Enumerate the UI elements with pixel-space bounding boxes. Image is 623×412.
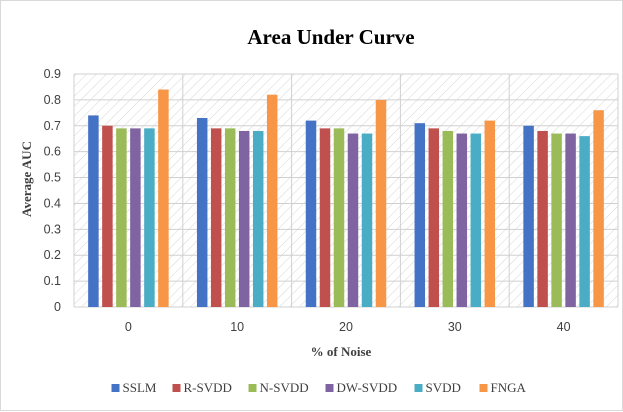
x-axis-title: % of Noise	[311, 344, 372, 359]
legend-swatch	[325, 384, 334, 392]
bar	[196, 118, 208, 307]
bar	[470, 133, 482, 307]
y-tick-label: 0	[54, 300, 61, 314]
bars	[88, 89, 604, 308]
bar	[456, 133, 468, 307]
chart-title: Area Under Curve	[247, 25, 414, 49]
legend-swatch	[414, 384, 423, 392]
y-axis-ticks: 0 0.1 0.2 0.3 0.4 0.5 0.6 0.7 0.8 0.9	[44, 67, 61, 314]
y-tick-label: 0.2	[44, 248, 61, 262]
bar	[210, 128, 222, 307]
bar	[347, 133, 359, 307]
bar	[305, 120, 317, 307]
bar	[252, 130, 264, 307]
y-tick-label: 0.7	[44, 119, 61, 133]
bar	[224, 128, 236, 307]
legend-swatch	[248, 384, 257, 392]
legend-label: N-SVDD	[260, 380, 309, 395]
legend-label: SVDD	[426, 380, 461, 395]
bar	[319, 128, 331, 307]
bar	[130, 128, 141, 307]
bar	[116, 128, 127, 307]
bar	[158, 89, 169, 307]
bar	[375, 99, 387, 307]
bar	[102, 125, 113, 307]
x-tick-label: 30	[448, 320, 462, 334]
y-tick-label: 0.1	[44, 274, 61, 288]
legend-swatch	[479, 384, 488, 392]
bar	[579, 136, 590, 307]
bar	[484, 120, 496, 307]
x-tick-label: 0	[125, 320, 132, 334]
x-tick-label: 10	[230, 320, 244, 334]
plot-background	[74, 74, 618, 307]
bar	[537, 130, 548, 307]
y-tick-label: 0.8	[44, 93, 61, 107]
bar	[88, 115, 99, 307]
bar	[523, 125, 534, 307]
y-tick-label: 0.5	[44, 171, 61, 185]
legend-label: R-SVDD	[184, 380, 232, 395]
bar	[266, 94, 278, 308]
x-tick-label: 40	[557, 320, 571, 334]
bar	[414, 123, 426, 307]
bar	[238, 130, 250, 307]
bar	[442, 130, 454, 307]
bar	[551, 133, 562, 307]
legend-label: SSLM	[123, 380, 157, 395]
legend-swatch	[172, 384, 181, 392]
x-tick-label: 20	[339, 320, 353, 334]
y-tick-label: 0.4	[44, 196, 61, 210]
legend-label: DW-SVDD	[337, 380, 398, 395]
y-axis-title: Average AUC	[19, 141, 34, 217]
x-axis-ticks: 0 10 20 30 40	[125, 320, 571, 334]
bar	[144, 128, 155, 307]
bar	[333, 128, 345, 307]
legend: SSLM R-SVDD N-SVDD DW-SVDD SVDD FNGA	[111, 380, 527, 395]
legend-swatch	[111, 384, 120, 392]
bar	[565, 133, 576, 307]
bar	[361, 133, 373, 307]
y-tick-label: 0.3	[44, 222, 61, 236]
y-tick-label: 0.6	[44, 145, 61, 159]
bar	[593, 110, 604, 308]
legend-label: FNGA	[491, 380, 527, 395]
bar	[428, 128, 440, 307]
y-tick-label: 0.9	[44, 67, 61, 81]
